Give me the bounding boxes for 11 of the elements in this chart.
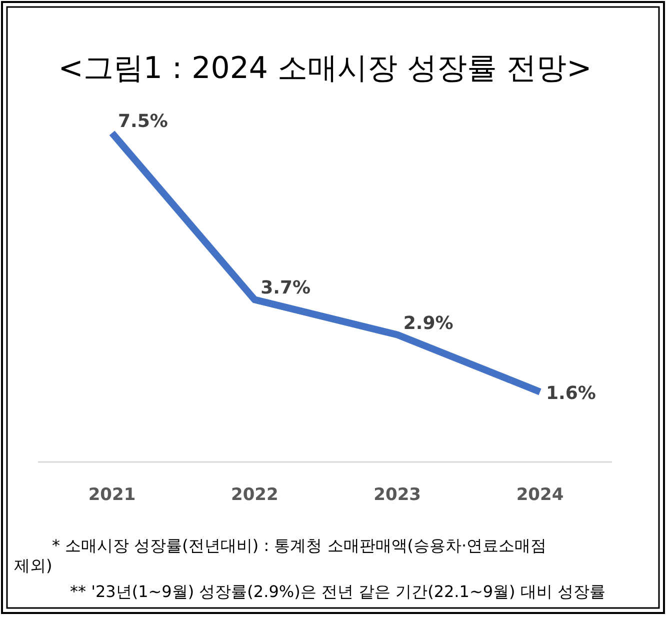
text: ** '23년(1~9월) 성장률(2.9%)은 전년 같은 기간(22.1~9월) 대비 성장률 [70,582,606,601]
data-label: 7.5% [118,111,168,132]
x-tick-label: 2021 [88,485,136,505]
x-tick-label: 2023 [374,485,421,505]
chart-title: <그림1 : 2024 소매시장 성장률 전망> [58,51,592,86]
data-label: 2.9% [403,312,454,334]
text: * 소매시장 성장률(전년대비) : 통계청 소매판매액(승용차·연료소매점 제외) [14,536,547,575]
x-tick-label: 2024 [516,485,564,505]
data-label: 3.7% [260,278,311,299]
x-tick-label: 2022 [231,485,278,505]
data-label: 1.6% [546,382,596,404]
